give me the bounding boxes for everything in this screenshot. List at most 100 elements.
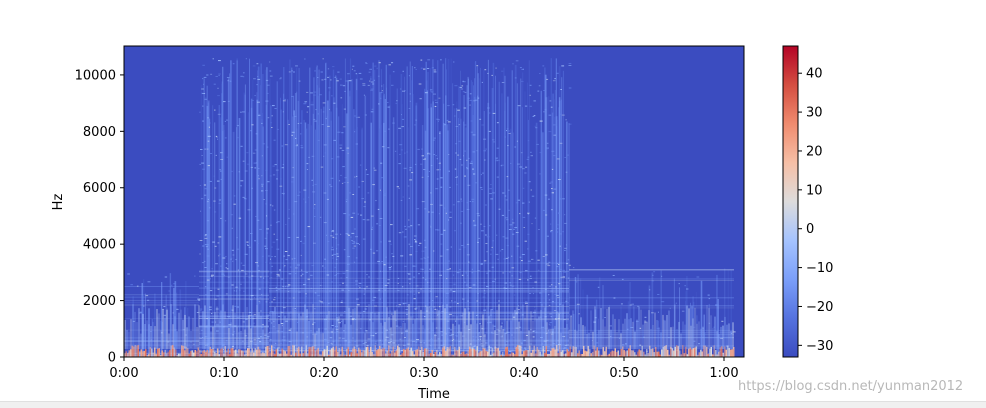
spectrogram-haze	[554, 325, 556, 349]
spectrogram-speckle	[594, 317, 597, 319]
spectrogram-speckle	[244, 335, 248, 337]
spectrogram-speckle	[473, 224, 477, 226]
spectrogram-streak	[296, 67, 298, 357]
spectrogram-band	[199, 344, 269, 345]
spectrogram-speckle	[570, 315, 572, 317]
spectrogram-speckle	[576, 281, 578, 283]
spectrogram-speckle	[464, 91, 467, 93]
spectrogram-streak	[318, 93, 321, 357]
spectrogram-low-freq	[583, 345, 585, 357]
spectrogram-low-freq	[368, 351, 370, 357]
spectrogram-speckle	[686, 288, 689, 290]
spectrogram-low-freq	[236, 353, 238, 357]
spectrogram-speckle	[310, 274, 313, 276]
spectrogram-speckle	[460, 352, 462, 354]
spectrogram-speckle	[342, 272, 346, 274]
spectrogram-speckle	[236, 137, 239, 139]
spectrogram-haze	[518, 321, 520, 349]
spectrogram-speckle	[568, 63, 572, 64]
spectrogram-speckle	[226, 119, 228, 121]
spectrogram-speckle	[346, 147, 350, 149]
spectrogram-haze	[442, 304, 444, 349]
spectrogram-speckle	[209, 306, 212, 308]
spectrogram-haze	[594, 306, 596, 349]
spectrogram-speckle	[256, 243, 259, 244]
spectrogram-speckle	[437, 351, 439, 353]
spectrogram-speckle	[449, 186, 451, 188]
spectrogram-speckle	[497, 159, 500, 161]
spectrogram-speckle	[357, 213, 359, 215]
spectrogram-streak	[315, 67, 318, 357]
spectrogram-speckle	[453, 283, 456, 285]
spectrogram-haze	[308, 321, 310, 349]
spectrogram-speckle	[446, 338, 449, 340]
spectrogram-haze	[348, 307, 350, 349]
spectrogram-speckle	[269, 204, 272, 206]
spectrogram-speckle	[538, 229, 540, 230]
spectrogram-streak	[516, 83, 518, 357]
spectrogram-speckle	[372, 83, 375, 85]
spectrogram-speckle	[520, 346, 523, 348]
spectrogram-speckle	[236, 237, 238, 239]
spectrogram-streak	[380, 69, 382, 357]
spectrogram-speckle	[340, 277, 343, 279]
spectrogram-speckle	[559, 270, 562, 272]
spectrogram-speckle	[557, 297, 560, 299]
spectrogram-speckle	[315, 109, 317, 111]
spectrogram-speckle	[499, 250, 502, 252]
spectrogram-speckle	[254, 95, 256, 97]
spectrogram-speckle	[534, 125, 536, 127]
spectrogram-speckle	[281, 339, 284, 341]
spectrogram-low-freq	[554, 349, 556, 357]
spectrogram-streak	[483, 70, 485, 357]
spectrogram-streak	[548, 96, 550, 357]
spectrogram-low-freq	[641, 345, 643, 357]
spectrogram-streak	[212, 105, 214, 357]
spectrogram-speckle	[257, 114, 261, 116]
spectrogram-speckle	[370, 89, 374, 91]
spectrogram-speckle	[448, 154, 450, 155]
spectrogram-low-freq	[445, 351, 447, 357]
spectrogram-haze	[586, 333, 588, 349]
spectrogram-low-freq	[490, 354, 492, 357]
spectrogram-speckle	[145, 295, 149, 297]
spectrogram-low-freq	[272, 350, 274, 357]
spectrogram-streak	[392, 117, 395, 357]
spectrogram-speckle	[361, 180, 364, 182]
spectrogram-speckle	[288, 71, 291, 73]
spectrogram-speckle	[496, 122, 499, 124]
spectrogram-band	[199, 333, 269, 335]
spectrogram-low-freq	[725, 349, 727, 357]
spectrogram-low-freq	[461, 351, 463, 357]
spectrogram-speckle	[203, 76, 207, 78]
spectrogram-low-freq	[374, 345, 376, 357]
spectrogram-speckle	[250, 299, 253, 301]
spectrogram-band	[269, 339, 569, 341]
spectrogram-speckle	[447, 121, 451, 123]
spectrogram-speckle	[204, 260, 206, 262]
spectrogram-streak	[289, 59, 291, 357]
spectrogram-low-freq	[650, 348, 652, 357]
spectrogram-speckle	[366, 219, 370, 221]
spectrogram-speckle	[336, 318, 339, 320]
spectrogram-low-freq	[385, 353, 387, 357]
spectrogram-speckle	[325, 118, 327, 120]
spectrogram-speckle	[292, 297, 295, 299]
spectrogram-speckle	[303, 189, 307, 191]
spectrogram-speckle	[278, 288, 281, 290]
spectrogram-speckle	[226, 268, 229, 270]
spectrogram-speckle	[370, 335, 373, 336]
spectrogram-speckle	[353, 70, 356, 72]
spectrogram-speckle	[241, 269, 244, 271]
spectrogram-streak	[230, 60, 232, 357]
spectrogram-speckle	[429, 224, 432, 226]
spectrogram-streak	[544, 74, 547, 357]
spectrogram-speckle	[218, 74, 220, 76]
spectrogram-low-freq	[481, 351, 483, 357]
spectrogram-streak	[466, 85, 468, 357]
spectrogram-speckle	[395, 102, 398, 104]
x-tick-label: 0:30	[409, 366, 438, 381]
spectrogram-speckle	[552, 332, 554, 334]
spectrogram-speckle	[326, 342, 328, 344]
spectrogram-speckle	[715, 304, 718, 306]
